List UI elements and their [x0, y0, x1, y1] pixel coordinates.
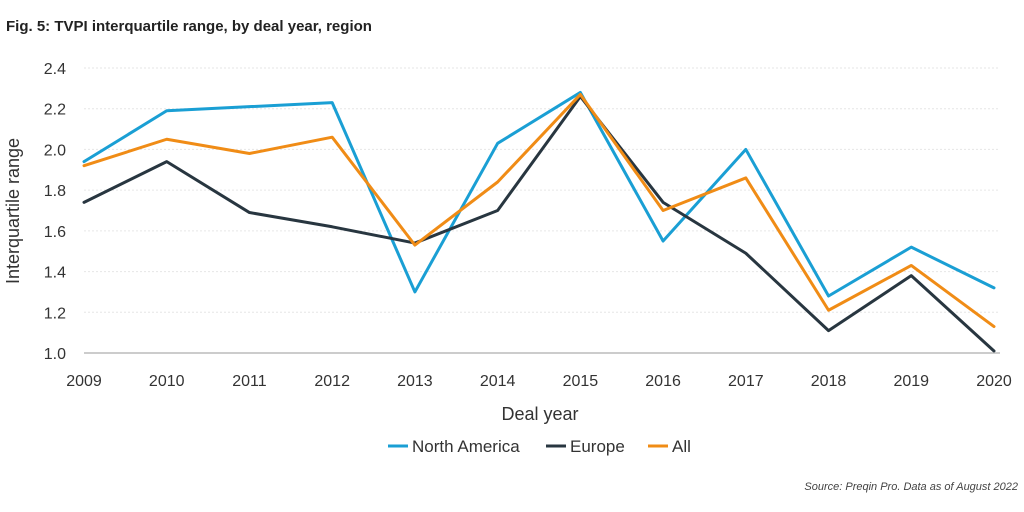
x-tick-label: 2011: [232, 373, 267, 390]
x-tick-label: 2012: [314, 373, 350, 390]
source-note: Source: Preqin Pro. Data as of August 20…: [804, 481, 1018, 493]
x-tick-label: 2020: [976, 373, 1012, 390]
y-tick-label: 2.2: [44, 102, 66, 119]
legend-label-north-america: North America: [412, 437, 520, 456]
x-axis-ticks: 2009 2010 2011 2012 2013 2014 2015 2016 2017 2018…: [66, 373, 1012, 390]
chart-title: Fig. 5: TVPI interquartile range, by dea…: [6, 18, 372, 35]
series-lines: [82, 90, 996, 353]
y-tick-label: 2.4: [44, 61, 66, 78]
series-line-europe: [82, 95, 996, 353]
y-tick-label: 1.8: [44, 183, 66, 200]
series-line-north-america: [82, 90, 996, 298]
y-tick-label: 2.0: [44, 142, 66, 159]
y-axis-ticks: 1.0 1.2 1.4 1.6 1.8 2.0 2.2 2.4: [44, 61, 66, 363]
x-tick-label: 2010: [149, 373, 185, 390]
legend: North America Europe All: [388, 437, 691, 456]
y-axis-title: Interquartile range: [3, 138, 23, 284]
gridlines: [84, 67, 1000, 354]
x-axis-title: Deal year: [501, 404, 578, 424]
x-tick-label: 2017: [728, 373, 764, 390]
x-tick-label: 2009: [66, 373, 102, 390]
x-tick-label: 2015: [563, 373, 599, 390]
series-line-all: [82, 92, 996, 329]
x-tick-label: 2013: [397, 373, 433, 390]
x-tick-label: 2019: [893, 373, 929, 390]
x-tick-label: 2014: [480, 373, 516, 390]
y-tick-label: 1.0: [44, 346, 66, 363]
legend-label-europe: Europe: [570, 437, 625, 456]
y-tick-label: 1.6: [44, 224, 66, 241]
x-tick-label: 2018: [811, 373, 847, 390]
x-tick-label: 2016: [645, 373, 681, 390]
y-tick-label: 1.2: [44, 305, 66, 322]
y-tick-label: 1.4: [44, 265, 66, 282]
legend-label-all: All: [672, 437, 691, 456]
